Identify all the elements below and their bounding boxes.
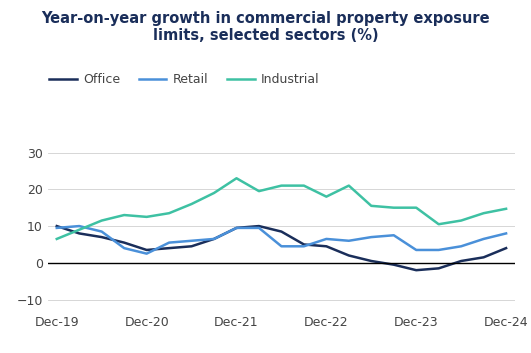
Legend: Office, Retail, Industrial: Office, Retail, Industrial bbox=[49, 73, 320, 86]
Text: Year-on-year growth in commercial property exposure
limits, selected sectors (%): Year-on-year growth in commercial proper… bbox=[41, 11, 490, 43]
